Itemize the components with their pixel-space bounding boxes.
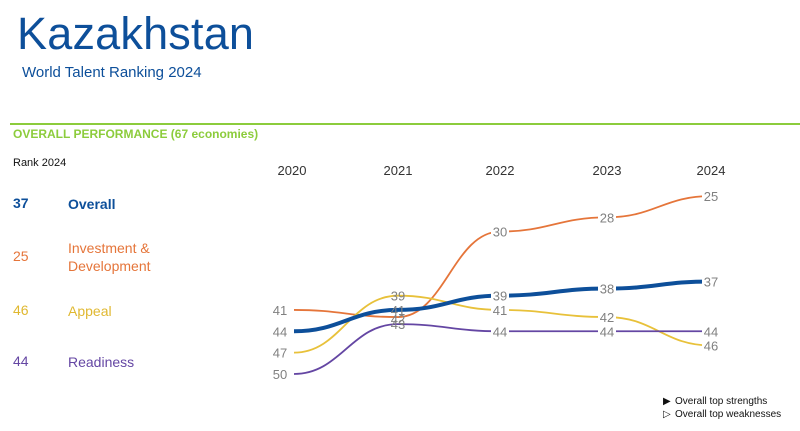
data-label: 46 bbox=[704, 339, 718, 354]
data-label: 30 bbox=[493, 225, 507, 240]
factor-rank: 37 bbox=[13, 195, 29, 211]
data-label-bg bbox=[491, 302, 509, 316]
data-label: 44 bbox=[600, 324, 614, 339]
x-tick-label: 2020 bbox=[278, 163, 307, 178]
data-label-bg bbox=[273, 345, 291, 359]
data-label-bg bbox=[598, 324, 616, 338]
page-title: Kazakhstan bbox=[17, 8, 255, 59]
factor-rank: 46 bbox=[13, 302, 29, 318]
data-label: 42 bbox=[391, 312, 405, 327]
data-label: 44 bbox=[273, 324, 287, 339]
data-label: 39 bbox=[391, 289, 405, 304]
data-label-bg bbox=[273, 367, 291, 380]
data-label-bg bbox=[702, 338, 720, 352]
data-label: 41 bbox=[493, 303, 507, 318]
data-label: 39 bbox=[493, 289, 507, 304]
data-label-bg bbox=[491, 224, 509, 238]
data-label: 37 bbox=[704, 274, 718, 289]
data-label-bg bbox=[491, 324, 509, 338]
data-label: 41 bbox=[391, 303, 405, 318]
outline-triangle-icon: ▷ bbox=[663, 409, 671, 420]
data-label: 28 bbox=[600, 210, 614, 225]
data-label: 43 bbox=[391, 317, 405, 332]
legend-label: Overall top strengths bbox=[675, 396, 768, 407]
data-label-bg bbox=[598, 281, 616, 295]
x-tick-label: 2023 bbox=[593, 163, 622, 178]
data-label: 38 bbox=[600, 282, 614, 297]
data-label: 42 bbox=[600, 310, 614, 325]
data-label-bg bbox=[273, 302, 291, 316]
section-title: OVERALL PERFORMANCE (67 economies) bbox=[13, 127, 259, 141]
x-tick-label: 2022 bbox=[486, 163, 515, 178]
factor-name: Appeal bbox=[68, 303, 112, 319]
data-label-bg bbox=[702, 324, 720, 338]
data-label-bg bbox=[273, 324, 291, 338]
legend-weaknesses: ▷ Overall top weaknesses bbox=[663, 409, 781, 420]
data-label: 44 bbox=[704, 324, 718, 339]
data-label: 41 bbox=[273, 303, 287, 318]
data-label-bg bbox=[598, 310, 616, 324]
legend-strengths: ▶ Overall top strengths bbox=[663, 396, 767, 407]
section-divider bbox=[10, 123, 800, 125]
filled-triangle-icon: ▶ bbox=[663, 396, 671, 407]
data-label: 25 bbox=[704, 189, 718, 204]
factor-name: Readiness bbox=[68, 354, 135, 370]
data-label: 47 bbox=[273, 346, 287, 361]
data-label: 44 bbox=[493, 324, 507, 339]
data-label: 50 bbox=[273, 367, 287, 382]
data-label-bg bbox=[702, 274, 720, 288]
factor-name: Investment & Development bbox=[68, 240, 151, 274]
x-tick-label: 2021 bbox=[384, 163, 413, 178]
factor-rank: 25 bbox=[13, 248, 29, 264]
x-tick-label: 2024 bbox=[697, 163, 726, 178]
data-label-bg bbox=[598, 210, 616, 224]
page-subtitle: World Talent Ranking 2024 bbox=[22, 64, 202, 81]
data-label-bg bbox=[702, 189, 720, 202]
factor-name: Overall bbox=[68, 196, 116, 212]
data-label-bg bbox=[491, 288, 509, 302]
factor-rank: 44 bbox=[13, 353, 29, 369]
rank-label: Rank 2024 bbox=[13, 157, 67, 169]
legend-label: Overall top weaknesses bbox=[675, 409, 782, 420]
